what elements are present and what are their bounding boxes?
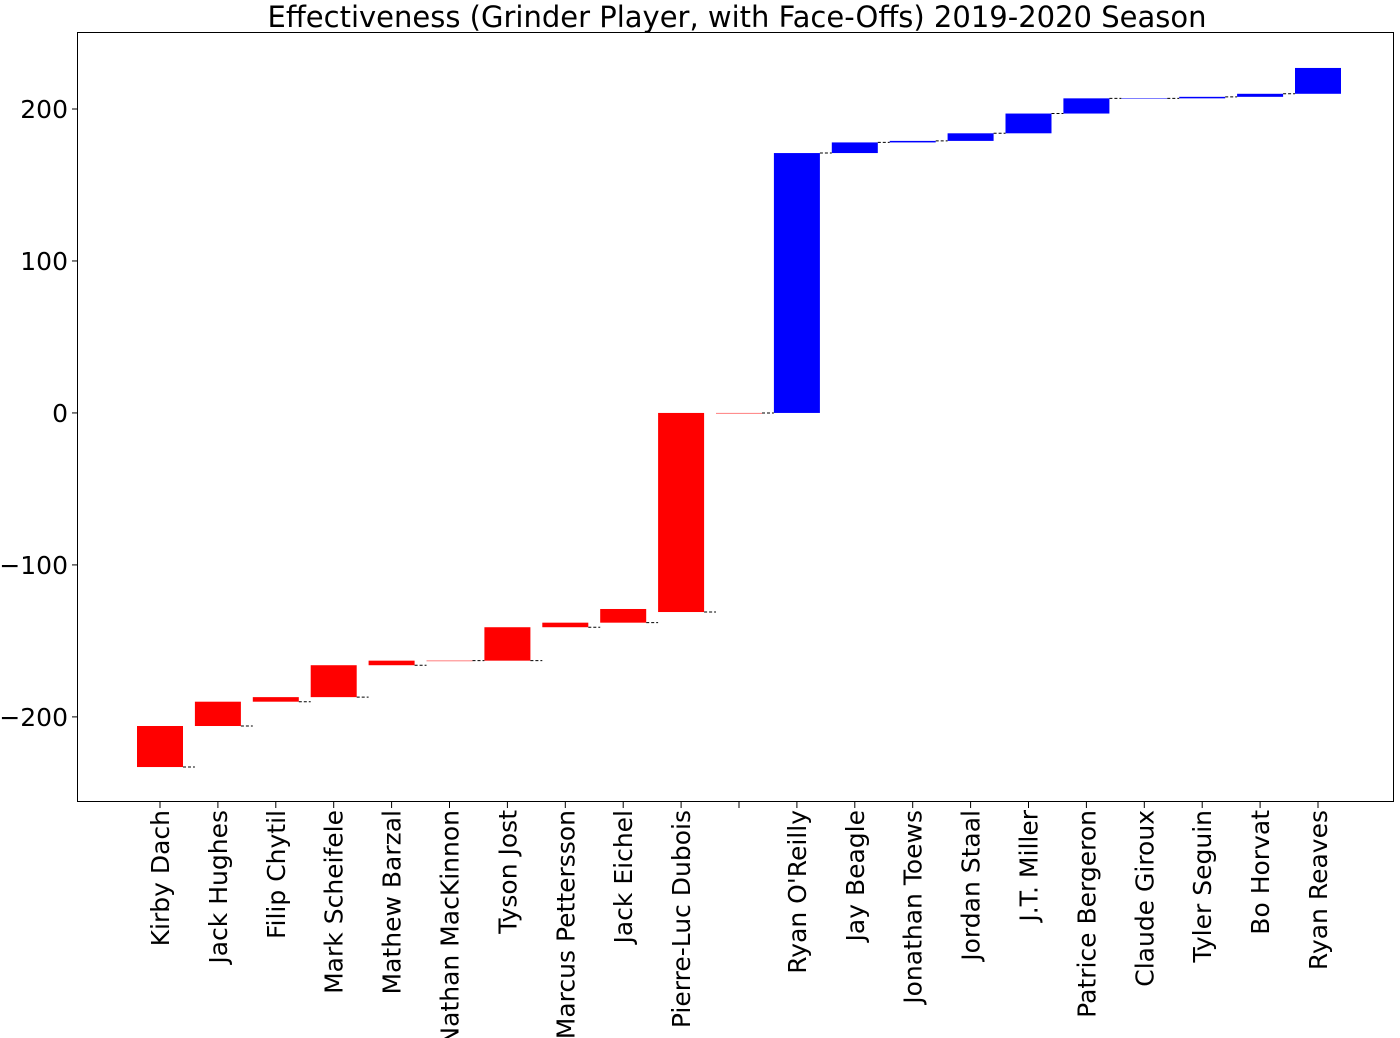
x-tick-label: Ryan Reaves	[1304, 810, 1333, 970]
bar	[1179, 96, 1226, 99]
x-tick-label: J.T. Miller	[1015, 809, 1044, 923]
y-axis: −200 −100 0 100 200	[0, 95, 78, 732]
x-tick-label: Jonathan Toews	[899, 810, 928, 1006]
x-tick-label: Pierre-Luc Dubois	[667, 810, 696, 1028]
connectors-group	[183, 93, 1295, 768]
plot-frame	[77, 32, 1394, 802]
bar	[310, 665, 357, 698]
bar	[889, 140, 936, 143]
bar	[831, 142, 878, 154]
bar	[1295, 67, 1341, 94]
bar	[600, 608, 647, 623]
bar	[1005, 113, 1052, 134]
bar	[1063, 98, 1110, 114]
bar	[194, 701, 241, 727]
bar	[368, 660, 415, 666]
x-tick-label: Mark Scheifele	[320, 810, 349, 994]
x-tick-label: Jordan Staal	[957, 810, 986, 963]
bar	[137, 726, 183, 768]
x-tick-label: Mathew Barzal	[378, 810, 407, 994]
bar	[716, 412, 762, 414]
bars-group	[137, 67, 1341, 768]
y-tick-label: 100	[20, 247, 68, 276]
bar	[542, 622, 589, 628]
bar	[1237, 93, 1284, 97]
y-tick-label: −100	[0, 551, 68, 580]
x-tick-label: Nathan MacKinnon	[436, 810, 465, 1038]
y-tick-label: 200	[20, 95, 68, 124]
x-tick-label: Marcus Pettersson	[551, 810, 580, 1038]
bar	[1121, 98, 1168, 99]
x-tick-label: Tyler Seguin	[1188, 810, 1217, 963]
bar	[426, 660, 473, 662]
x-axis: Kirby Dach Jack Hughes Filip Chytil Mark Sc…	[146, 802, 1333, 1038]
x-tick-label: Bo Horvat	[1246, 810, 1275, 935]
x-tick-label: Ryan O'Reilly	[783, 810, 812, 974]
bar	[947, 133, 994, 141]
bar	[658, 412, 705, 613]
x-tick-label: Jay Beagle	[841, 810, 870, 943]
x-tick-label: Jack Hughes	[204, 810, 233, 966]
x-tick-label: Kirby Dach	[146, 810, 175, 946]
bar	[773, 153, 820, 413]
x-tick-label: Claude Giroux	[1130, 810, 1159, 987]
bar	[252, 697, 299, 702]
y-tick-label: −200	[0, 703, 68, 732]
x-tick-label: Patrice Bergeron	[1072, 810, 1101, 1018]
x-tick-label: Jack Eichel	[609, 810, 638, 946]
chart-title: Effectiveness (Grinder Player, with Face…	[268, 0, 1207, 34]
bar	[484, 627, 531, 661]
x-tick-label: Tyson Jost	[493, 810, 522, 935]
y-tick-label: 0	[52, 399, 68, 428]
x-tick-label: Filip Chytil	[262, 810, 291, 939]
